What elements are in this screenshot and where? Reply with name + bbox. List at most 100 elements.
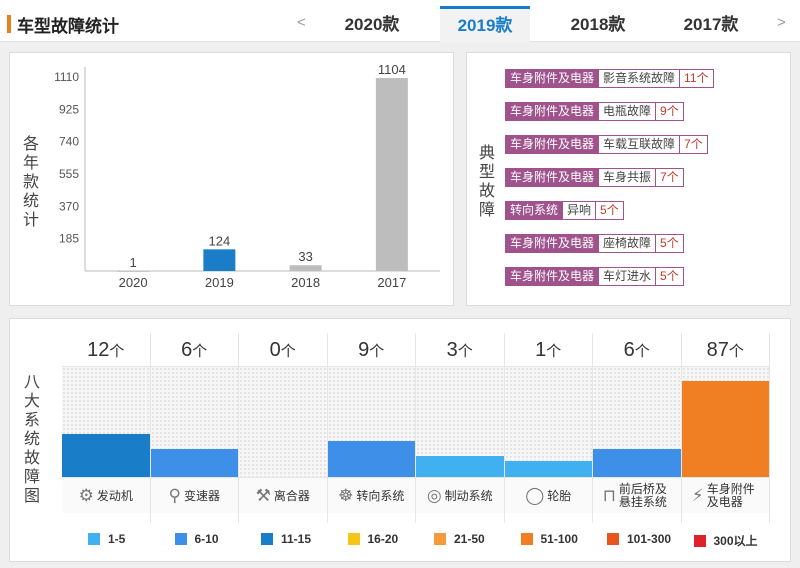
system-name: 轮胎 [547, 489, 572, 503]
system-column[interactable]: 87个 ⚡ 车身附件及电器 [681, 333, 770, 523]
fault-count: 5个 [656, 234, 684, 253]
fault-item[interactable]: 转向系统 异响 5个 [505, 201, 624, 220]
system-name: 变速器 [183, 489, 220, 503]
legend-label: 6-10 [194, 532, 219, 546]
bar-value-label-2020: 1 [130, 255, 137, 270]
system-count-unit: 个 [369, 343, 385, 360]
x-tick-label-2019: 2019 [205, 275, 234, 290]
fault-count: 7个 [656, 168, 684, 187]
system-count: 0个 [239, 333, 327, 367]
typical-faults-label: 典型故障 [478, 145, 495, 219]
bar-value-label-2017: 1104 [378, 62, 406, 77]
tab-2019[interactable]: 2019款 [440, 6, 530, 42]
legend-swatch [434, 533, 446, 545]
fault-name: 车灯进水 [599, 267, 657, 286]
fault-name: 座椅故障 [599, 234, 657, 253]
system-column[interactable]: 6个 ⚲ 变速器 [150, 333, 239, 523]
typical-faults-panel: 典型故障 车身附件及电器 影音系统故障 11个 车身附件及电器 电瓶故障 9个 车身附件及电… [466, 52, 791, 306]
tab-2018[interactable]: 2018款 [570, 15, 626, 34]
legend-item: 300以上 [693, 532, 758, 549]
clutch-icon: ⚒ [255, 485, 271, 505]
system-bar [416, 455, 504, 477]
bar-2017 [375, 78, 408, 271]
y-tick-label: 370 [59, 199, 79, 213]
fault-count: 7个 [680, 135, 708, 154]
fault-name: 电瓶故障 [599, 102, 657, 121]
bar-2018 [289, 265, 322, 271]
brake-disc-icon: ◎ [426, 485, 442, 505]
system-column[interactable]: 6个 ⊓ 前后桥及悬挂系统 [593, 333, 682, 523]
system-name: 发动机 [96, 489, 133, 503]
y-tick-label: 1110 [54, 70, 79, 84]
fault-count: 5个 [656, 267, 684, 286]
system-label: ⚒ 离合器 [239, 477, 327, 513]
system-label: ⊓ 前后桥及悬挂系统 [593, 477, 681, 513]
system-bar [62, 434, 150, 477]
system-name: 离合器 [273, 489, 310, 503]
fault-item[interactable]: 车身附件及电器 车灯进水 5个 [505, 267, 684, 286]
system-label: ◯ 轮胎 [504, 477, 592, 513]
fault-category-tag: 车身附件及电器 [505, 234, 600, 253]
header: 车型故障统计 < 2020款 2019款 2018款 2017款 > [0, 0, 800, 42]
legend-swatch [174, 533, 187, 545]
system-count-value: 1 [535, 339, 547, 361]
bar-value-label-2019: 124 [209, 233, 231, 248]
battery-icon: ⚡ [691, 485, 704, 505]
fault-item[interactable]: 车身附件及电器 座椅故障 5个 [505, 234, 684, 253]
tire-icon: ◯ [525, 485, 545, 505]
bar-2020 [117, 270, 150, 272]
system-count: 1个 [504, 333, 592, 367]
system-bar-area [681, 367, 769, 477]
tab-2020[interactable]: 2020款 [344, 15, 400, 34]
next-arrow-icon[interactable]: > [777, 14, 786, 31]
system-count-unit: 个 [728, 343, 744, 360]
system-bar-area [327, 367, 415, 477]
legend-swatch [607, 533, 619, 545]
engine-icon: ⚙ [78, 485, 94, 505]
fault-category-tag: 车身附件及电器 [505, 135, 600, 154]
system-bar-area [150, 367, 238, 477]
fault-name: 影音系统故障 [599, 69, 681, 88]
legend-item: 21-50 [434, 532, 485, 546]
system-bar [681, 381, 769, 477]
legend-item: 101-300 [607, 532, 671, 546]
system-count-value: 6 [181, 339, 193, 361]
legend-item: 16-20 [347, 532, 398, 546]
system-count-value: 9 [358, 339, 370, 361]
system-column[interactable]: 0个 ⚒ 离合器 [239, 333, 328, 523]
system-column[interactable]: 12个 ⚙ 发动机 [62, 333, 151, 523]
legend-item: 11-15 [261, 532, 311, 546]
fault-item[interactable]: 车身附件及电器 影音系统故障 11个 [505, 69, 714, 88]
system-bar [593, 448, 681, 477]
system-count-unit: 个 [457, 343, 473, 360]
system-count-value: 6 [623, 339, 635, 361]
year-bar-chart: 185 370 555 740 925 1110 1 2020 124 2019 33 2018 110… [54, 62, 440, 290]
system-column[interactable]: 9个 ☸ 转向系统 [327, 333, 416, 523]
year-stats-panel: 各年款统计 185 370 555 740 925 1110 1 2020 124 2019 33 2… [9, 52, 454, 306]
tab-2017[interactable]: 2017款 [683, 15, 739, 34]
fault-item[interactable]: 车身附件及电器 车身共振 7个 [505, 168, 684, 187]
system-bar [150, 448, 238, 477]
gearshift-icon: ⚲ [168, 485, 181, 505]
fault-name: 异响 [563, 201, 597, 220]
fault-category-tag: 车身附件及电器 [505, 168, 600, 187]
system-count-value: 12 [87, 339, 110, 361]
x-tick-label-2020: 2020 [119, 275, 148, 290]
fault-category-tag: 车身附件及电器 [505, 69, 600, 88]
system-count: 9个 [327, 333, 415, 367]
system-label: ◎ 制动系统 [416, 477, 504, 513]
system-label: ⚡ 车身附件及电器 [681, 477, 769, 513]
fault-item[interactable]: 车身附件及电器 车载互联故障 7个 [505, 135, 708, 154]
system-count-value: 87 [706, 339, 729, 361]
legend-swatch [347, 533, 360, 545]
system-column[interactable]: 1个 ◯ 轮胎 [504, 333, 593, 523]
title-accent-bar [7, 15, 11, 33]
x-tick-label-2017: 2017 [377, 275, 406, 290]
fault-item[interactable]: 车身附件及电器 电瓶故障 9个 [505, 102, 684, 121]
system-bar-area [593, 367, 681, 477]
prev-arrow-icon[interactable]: < [297, 14, 306, 31]
system-count: 87个 [681, 333, 769, 367]
legend-item: 1-5 [88, 532, 125, 546]
system-column[interactable]: 3个 ◎ 制动系统 [416, 333, 505, 523]
legend-swatch [520, 533, 533, 545]
